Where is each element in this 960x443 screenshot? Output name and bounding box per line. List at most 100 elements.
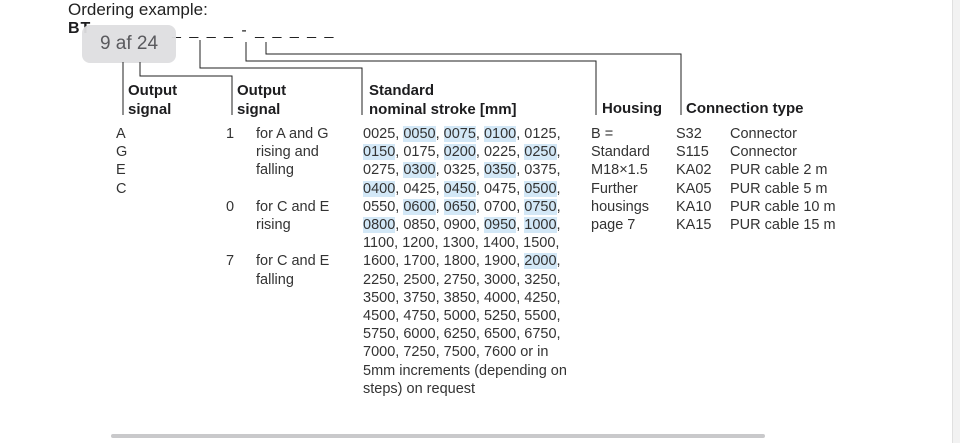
stroke-value-highlighted: 2000 [524,253,557,270]
stroke-value: 0275, [363,162,404,179]
stroke-value: 5mm increments (depending on [363,362,567,379]
page-indicator: 9 af 24 [82,25,176,63]
stroke-value: , 0475, [475,180,525,197]
stroke-value-highlighted: 0350 [483,162,517,179]
stroke-value-highlighted: 0250 [524,144,557,161]
stroke-line: 4500, 4750, 5000, 5250, 5500, [363,307,567,325]
connection-desc: PUR cable 15 m [730,216,836,233]
housing-line: Standard [591,144,650,161]
stroke-value: , 0700, [475,198,525,215]
stroke-line: 0400, 0425, 0450, 0475, 0500, [363,180,567,198]
stroke-value-highlighted: 0300 [403,162,436,179]
stroke-value-highlighted: 0800 [363,217,396,234]
output-signal-2-desc: for C and E falling [256,253,330,288]
stroke-value-highlighted: 0600 [403,198,436,215]
stroke-value: , [556,198,561,215]
stroke-value-highlighted: 0150 [363,144,396,161]
stroke-value: 0550, [363,198,404,215]
stroke-line: steps) on request [363,380,567,398]
stroke-value-highlighted: 0450 [443,180,476,197]
connection-list: S32 Connector S115 Connector KA02 PUR cable 2… [676,125,836,234]
connection-code: KA15 [676,216,712,233]
stroke-value: 4500, 4750, 5000, 5250, 5500, [363,308,561,325]
connection-code: KA10 [676,198,712,215]
stroke-value: , 0850, 0900, [395,217,484,234]
output-signal-value: A [116,126,126,142]
connection-row: KA10 PUR cable 10 m [676,198,836,216]
output-signal-2-desc: for A and G rising and falling [256,126,329,179]
stroke-value: , [556,144,561,161]
connection-code: KA02 [676,162,712,179]
stroke-value: 1100, 1200, 1300, 1400, 1500, [363,235,560,252]
ordering-example-label: Ordering example: [68,0,208,19]
connector-housing [245,42,597,115]
stroke-value-highlighted: 0950 [483,217,517,234]
output-signal-value: E [116,162,126,179]
connector-output-signal-2 [139,62,233,115]
stroke-value: , 0375, [516,162,561,179]
stroke-value: , [556,253,561,270]
connector-stroke [199,40,363,115]
stroke-value-highlighted: 0050 [403,126,436,142]
header-stroke: Standard nominal stroke [mm] [369,82,517,118]
ordering-connector-lines [122,40,682,115]
stroke-line: 2250, 2500, 2750, 3000, 3250, [363,271,567,289]
connection-code: KA05 [676,180,712,197]
stroke-value-highlighted: 0500 [524,180,557,197]
stroke-line: 5750, 6000, 6250, 6500, 6750, [363,325,567,343]
connection-code: S32 [676,126,702,142]
stroke-value: , 0175, [395,144,444,161]
stroke-value: , 0325, [435,162,484,179]
connection-code: S115 [676,144,709,161]
housing-line: B = [591,126,614,142]
stroke-value: , [516,217,525,234]
stroke-line: 1100, 1200, 1300, 1400, 1500, [363,234,567,252]
stroke-value: , [395,126,404,142]
output-signal-value: G [116,144,128,161]
output-signal-value: C [116,180,127,197]
ordering-code-dashes: _ _ _ _ - _ _ _ _ _ [172,22,336,39]
connection-desc: PUR cable 2 m [730,162,828,179]
output-signal-2-code: 0 [226,198,235,215]
stroke-value: , 0225, [475,144,525,161]
output-signal-2-desc: for C and E rising [256,198,330,233]
stroke-value-highlighted: 0075 [443,126,476,142]
stroke-line: 0025, 0050, 0075, 0100, 0125, [363,125,567,143]
stroke-list: 0025, 0050, 0075, 0100, 0125, 0150, 0175,… [363,125,567,398]
header-connection-type: Connection type [686,100,804,117]
stroke-line: 0800, 0850, 0900, 0950, 1000, [363,216,567,234]
connection-row: KA02 PUR cable 2 m [676,161,828,179]
stroke-value: , 0425, [395,180,444,197]
stroke-line: 7000, 7250, 7500, 7600 or in [363,343,567,361]
vertical-scroll-edge[interactable] [952,0,960,443]
stroke-line: 0150, 0175, 0200, 0225, 0250, [363,143,567,161]
stroke-value: 5750, 6000, 6250, 6500, 6750, [363,326,561,343]
connection-desc: PUR cable 10 m [730,198,836,215]
header-output-signal-1: Output signal [128,82,178,118]
stroke-line: 0550, 0600, 0650, 0700, 0750, [363,198,567,216]
stroke-value: , 0125, [516,126,561,142]
stroke-line: 5mm increments (depending on [363,362,567,380]
stroke-value-highlighted: 0100 [483,126,517,142]
output-signal-2-code: 1 [226,126,235,142]
stroke-line: 1600, 1700, 1800, 1900, 2000, [363,252,567,270]
stroke-value: , [435,198,444,215]
connection-row: KA05 PUR cable 5 m [676,180,828,198]
output-signal-2-code: 7 [226,253,235,270]
header-housing: Housing [602,100,662,117]
stroke-value: , [556,180,561,197]
housing-line: page 7 [591,217,636,234]
stroke-value-highlighted: 0200 [443,144,476,161]
housing-list: B = Standard M18×1.5 Further housings page 7 [591,125,650,234]
connection-row: KA15 PUR cable 15 m [676,216,836,234]
connection-row: S115 Connector [676,143,797,161]
housing-line: housings [591,198,650,215]
connection-row: S32 Connector [676,125,797,143]
stroke-value-highlighted: 0400 [363,180,396,197]
housing-line: Further [591,180,638,197]
stroke-value: 7000, 7250, 7500, 7600 or in [363,344,549,361]
stroke-value: , [475,126,484,142]
horizontal-scrollbar[interactable] [111,434,765,438]
stroke-value: steps) on request [363,380,476,397]
